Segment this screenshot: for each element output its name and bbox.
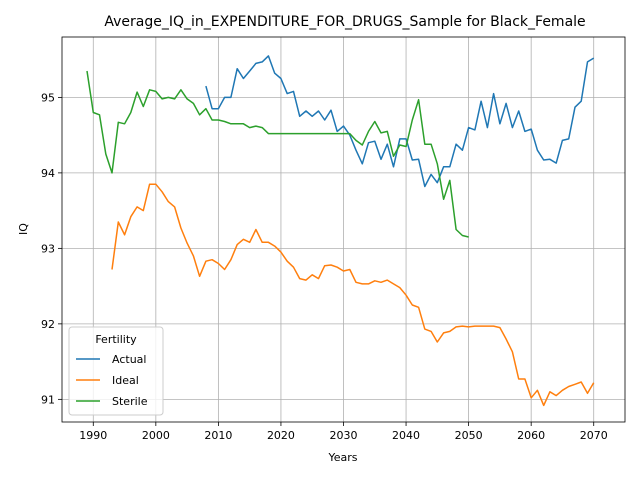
legend: Fertility Actual Ideal Sterile — [68, 326, 164, 416]
y-tick-label: 93 — [41, 242, 55, 255]
x-tick-label: 2020 — [267, 429, 295, 442]
series-line-ideal — [111, 183, 595, 407]
y-tick-label: 92 — [41, 318, 55, 331]
x-tick-label: 2070 — [580, 429, 608, 442]
series-line-sterile — [86, 70, 469, 238]
y-axis-ticks: 91 92 93 94 95 — [41, 91, 62, 406]
legend-title: Fertility — [95, 333, 137, 346]
y-tick-label: 94 — [41, 167, 55, 180]
chart-title: Average_IQ_in_EXPENDITURE_FOR_DRUGS_Samp… — [104, 14, 585, 30]
series-line-actual — [205, 55, 595, 188]
x-tick-label: 2000 — [142, 429, 170, 442]
legend-label-actual: Actual — [112, 353, 146, 366]
y-tick-label: 95 — [41, 91, 55, 104]
x-tick-label: 2040 — [392, 429, 420, 442]
legend-box — [68, 326, 164, 416]
grid-lines — [62, 37, 625, 422]
x-tick-label: 2050 — [455, 429, 483, 442]
x-tick-label: 2060 — [517, 429, 545, 442]
y-axis-label: IQ — [17, 223, 30, 235]
series-layer — [86, 55, 595, 407]
legend-label-ideal: Ideal — [112, 374, 139, 387]
x-tick-label: 1990 — [79, 429, 107, 442]
legend-items: Actual Ideal Sterile — [76, 353, 148, 408]
x-tick-label: 2030 — [330, 429, 358, 442]
x-axis-ticks: 1990 2000 2010 2020 2030 2040 2050 2060 2070 — [79, 422, 608, 442]
y-tick-label: 91 — [41, 393, 55, 406]
x-axis-label: Years — [327, 451, 357, 464]
legend-label-sterile: Sterile — [112, 395, 148, 408]
x-tick-label: 2010 — [204, 429, 232, 442]
